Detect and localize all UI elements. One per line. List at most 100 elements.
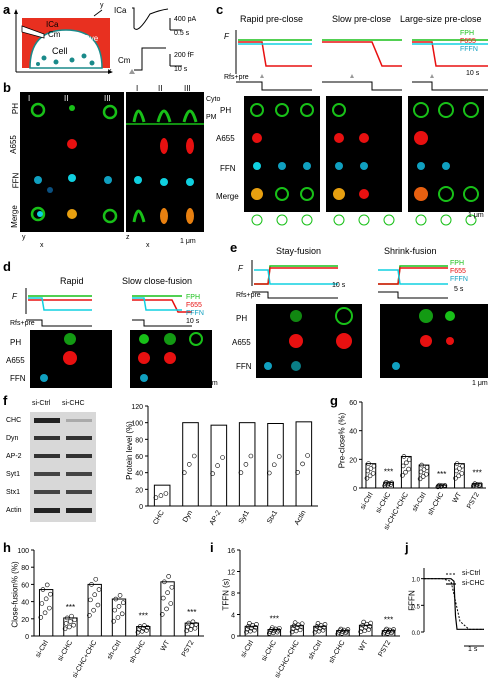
bar-AP-2 xyxy=(210,424,228,507)
data-point xyxy=(368,466,374,471)
close-fusion-chart: 0 20 40 60 80 100 si-Ctrl si-CHC *** si-CHC+CHC sh… xyxy=(17,548,204,680)
cm-label: Cm xyxy=(48,30,61,39)
y-tick-label: 4 xyxy=(231,613,235,620)
data-point xyxy=(72,617,78,623)
data-point xyxy=(368,620,374,626)
xz-col-label-2: II xyxy=(158,84,163,93)
i-ylabel: TFFN (s) xyxy=(221,578,231,611)
x-tick-label: Syt1 xyxy=(238,509,251,525)
c-image-grid xyxy=(244,96,484,226)
y-tick-label: 60 xyxy=(135,454,143,461)
d-row-ph: PH xyxy=(10,338,22,347)
significance-mark: *** xyxy=(66,603,75,612)
bar-Syt1 xyxy=(238,422,256,507)
data-point xyxy=(120,600,126,606)
row-label-merge: Merge xyxy=(9,205,19,228)
data-point xyxy=(67,624,72,630)
data-point xyxy=(295,470,300,475)
data-point xyxy=(389,480,394,486)
data-point xyxy=(420,474,426,479)
xz-image-stack xyxy=(126,92,204,232)
row-label-ffn: FFN xyxy=(11,172,21,189)
data-point xyxy=(424,471,429,477)
data-point xyxy=(93,576,99,582)
data-point xyxy=(135,629,141,635)
blot-labels: CHC Dyn AP-2 Syt1 Stx1 Actin xyxy=(6,412,30,530)
j-legend-chc: si-CHC xyxy=(462,580,485,587)
data-point xyxy=(43,596,49,602)
data-point xyxy=(271,462,277,468)
data-point xyxy=(89,582,94,587)
y-tick-label: 40 xyxy=(135,471,143,478)
data-point xyxy=(300,461,305,467)
y-tick-label: 40 xyxy=(21,600,29,607)
data-point xyxy=(400,463,406,469)
j-legend-ctrl: si-Ctrl xyxy=(462,570,481,577)
y-tick-label: 0 xyxy=(231,634,235,641)
data-point xyxy=(474,482,480,487)
data-point xyxy=(112,607,118,613)
data-point xyxy=(266,470,272,476)
data-point xyxy=(364,475,370,481)
panel-a-label: a xyxy=(3,2,11,17)
dye-label: Dye xyxy=(84,34,99,43)
data-point xyxy=(299,621,305,627)
data-point xyxy=(367,624,373,629)
blot-col-ctrl: si-Ctrl xyxy=(32,400,51,407)
d-rfs: Rfs+pre xyxy=(10,320,35,327)
data-point xyxy=(269,625,275,630)
data-point xyxy=(164,606,169,612)
data-point xyxy=(38,615,44,620)
y-tick-label: 60 xyxy=(349,400,357,407)
b-scale-label: 1 μm xyxy=(180,238,196,245)
y-tick-label: 8 xyxy=(231,591,235,598)
data-point xyxy=(403,460,409,466)
ica-trace-label: ICa xyxy=(114,6,127,15)
h-ylabel: Close-fusion% (%) xyxy=(10,561,20,628)
d-image-grid xyxy=(30,330,212,388)
d-fy: F xyxy=(12,292,17,301)
e-legend-ffn: FFFN xyxy=(450,276,468,283)
x-tick-label: si-CHC xyxy=(261,640,278,663)
y-tick-label: 60 xyxy=(21,582,29,589)
y-tick-label: 20 xyxy=(135,487,143,494)
bar-sh-CHC xyxy=(336,630,350,637)
x-tick-label: si-CHC+CHC xyxy=(71,640,98,680)
e-traces xyxy=(251,260,448,299)
x-tick-label: WT xyxy=(452,491,464,505)
x-tick-label: si-Ctrl xyxy=(359,491,374,511)
x-tick-label: sh-Ctrl xyxy=(106,639,123,661)
x-tick-label: sh-Ctrl xyxy=(307,639,324,661)
c-title-3: Large-size pre-close xyxy=(400,14,482,24)
panel-g-label: g xyxy=(330,393,338,408)
pm-label: PM xyxy=(206,114,217,121)
blot-col-chc: si-CHC xyxy=(62,400,85,407)
data-point xyxy=(220,455,225,460)
blot-label-ap2: AP-2 xyxy=(6,453,22,460)
data-point xyxy=(238,470,244,475)
data-point xyxy=(460,463,465,469)
data-point xyxy=(454,468,459,474)
data-point xyxy=(92,592,98,598)
data-point xyxy=(210,471,215,476)
data-point xyxy=(191,453,197,459)
data-point xyxy=(366,461,371,466)
panel-h-label: h xyxy=(3,540,11,555)
protein-level-chart: 0 20 40 60 80 100 120 CHC Dyn AP-2 Syt1 Stx1 Actin xyxy=(131,404,318,526)
x-tick-label: sh-CHC xyxy=(328,640,347,665)
xy-y-label: y xyxy=(22,234,26,241)
bar-WT xyxy=(454,463,465,489)
data-point xyxy=(454,461,460,466)
blot-label-syt1: Syt1 xyxy=(6,471,21,478)
data-point xyxy=(472,481,478,486)
d-legend-ph: FPH xyxy=(186,294,200,301)
panel-b-label: b xyxy=(3,80,11,95)
x-tick-label: sh-CHC xyxy=(129,640,148,665)
bar-si-CHC+CHC xyxy=(400,455,412,489)
d-row-a655: A655 xyxy=(6,356,25,365)
data-point xyxy=(442,483,448,488)
x-tick-label: si-CHC+CHC xyxy=(274,640,301,680)
panel-i-label: i xyxy=(210,540,214,555)
tffn-chart: 0 4 8 12 16 si-Ctrl si-CHC *** si-CHC+CHC sh-Ctrl… xyxy=(227,548,400,680)
y-tick-label: 12 xyxy=(227,570,235,577)
